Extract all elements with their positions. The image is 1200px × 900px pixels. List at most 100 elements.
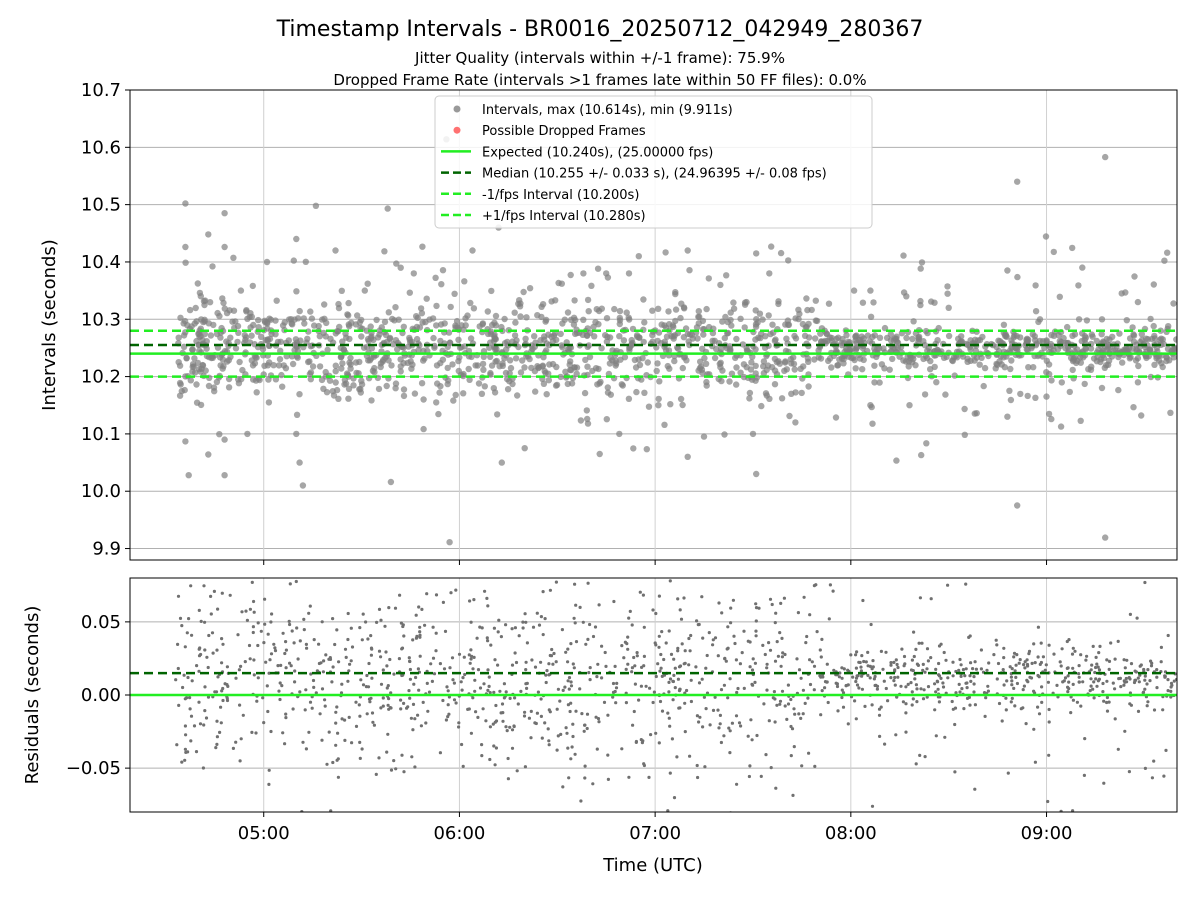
residual-point (922, 688, 926, 692)
residual-point (524, 620, 528, 624)
interval-point (1000, 321, 1008, 328)
interval-point (221, 305, 228, 312)
residual-point (430, 679, 434, 684)
residual-point (446, 689, 450, 693)
interval-point (603, 315, 611, 322)
interval-point (586, 353, 594, 361)
interval-point (306, 358, 313, 365)
residual-point (354, 724, 359, 729)
residual-point (707, 631, 711, 635)
residual-point (457, 725, 461, 729)
residual-point (308, 700, 313, 704)
residual-point (808, 682, 813, 687)
residual-point (349, 626, 353, 630)
residual-point (202, 584, 206, 588)
residual-point (1145, 682, 1149, 686)
residual-point (281, 731, 285, 735)
residual-point (775, 640, 779, 644)
residual-point (571, 662, 575, 666)
interval-point (180, 343, 188, 350)
interval-point (1062, 345, 1069, 352)
residual-point (687, 663, 691, 667)
interval-point (542, 318, 549, 325)
residual-point (219, 705, 223, 709)
interval-point (550, 332, 558, 339)
interval-point (945, 304, 952, 311)
residual-point (398, 593, 402, 597)
residual-point (734, 658, 739, 662)
residual-point (551, 662, 555, 666)
interval-point (695, 367, 702, 374)
interval-point (209, 354, 216, 361)
residual-point (626, 662, 630, 666)
residual-point (554, 580, 559, 584)
interval-point (1032, 308, 1040, 315)
residual-point (497, 618, 501, 622)
residual-point (197, 700, 201, 704)
interval-point (439, 347, 446, 354)
residual-point (377, 649, 382, 653)
residual-point (785, 717, 789, 722)
residual-point (278, 681, 282, 685)
interval-point (439, 356, 447, 363)
residual-point (668, 771, 672, 775)
residual-point (1059, 809, 1063, 812)
residual-point (878, 734, 882, 739)
interval-point (432, 274, 439, 281)
residual-point (366, 567, 369, 570)
interval-point (787, 356, 794, 363)
residual-point (273, 649, 278, 653)
interval-point (739, 341, 747, 348)
residual-point (569, 701, 573, 705)
residual-point (727, 726, 731, 730)
residual-point (834, 681, 838, 685)
residual-point (935, 679, 939, 683)
residual-point (442, 667, 447, 671)
residual-point (1138, 664, 1142, 668)
interval-point (528, 364, 535, 372)
interval-point (1007, 396, 1015, 404)
interval-point (581, 389, 589, 397)
residual-point (358, 714, 362, 718)
interval-point (666, 321, 673, 328)
residual-point (444, 718, 448, 722)
residual-point (996, 661, 1001, 666)
residual-point (213, 690, 217, 694)
residual-point (183, 724, 187, 728)
residual-point (340, 682, 344, 686)
residual-point (814, 583, 818, 587)
residual-point (518, 837, 521, 840)
interval-point (540, 380, 548, 387)
interval-point (441, 320, 448, 327)
interval-point (585, 308, 592, 315)
residual-point (298, 690, 302, 694)
residual-point (964, 681, 968, 685)
residual-point (1002, 646, 1006, 650)
residual-point (751, 657, 755, 661)
interval-point (1057, 423, 1065, 430)
residual-point (354, 700, 358, 704)
residual-point (775, 703, 779, 707)
residual-point (241, 713, 245, 717)
interval-point (783, 335, 790, 342)
residual-point (386, 703, 390, 707)
interval-point (795, 306, 802, 313)
interval-point (1160, 340, 1167, 348)
residual-point (299, 542, 302, 545)
residual-point (1079, 704, 1083, 708)
residual-point (556, 687, 561, 691)
interval-point (418, 380, 426, 387)
residual-point (521, 626, 525, 630)
interval-point (703, 305, 710, 313)
interval-point (293, 411, 301, 418)
legend-marker (453, 126, 461, 134)
residual-point (186, 675, 190, 680)
residual-point (329, 809, 333, 812)
residual-point (1163, 675, 1167, 679)
interval-point (520, 288, 527, 296)
interval-point (289, 321, 296, 328)
residual-point (831, 589, 835, 593)
residual-point (552, 651, 556, 656)
residual-point (1105, 658, 1109, 662)
residual-point (1009, 675, 1014, 679)
